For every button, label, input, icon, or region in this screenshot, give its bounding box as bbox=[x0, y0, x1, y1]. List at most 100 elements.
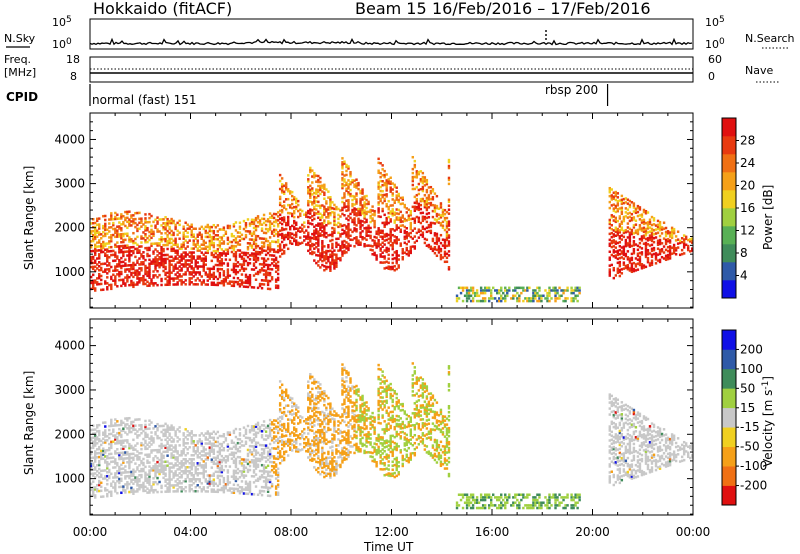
power-cell bbox=[200, 247, 203, 250]
velocity-cell bbox=[98, 475, 101, 479]
power-cell bbox=[182, 243, 185, 246]
velocity-cell bbox=[230, 475, 234, 478]
power-cell bbox=[429, 229, 433, 233]
power-cell bbox=[347, 165, 350, 168]
power-cell bbox=[680, 240, 684, 244]
power-cell bbox=[162, 237, 165, 241]
power-cell bbox=[188, 279, 191, 282]
velocity-cell bbox=[108, 476, 111, 480]
power-cell bbox=[496, 289, 499, 292]
velocity-cell bbox=[198, 440, 201, 443]
power-cell bbox=[124, 246, 127, 250]
velocity-cell bbox=[204, 432, 207, 435]
velocity-cell bbox=[184, 454, 187, 457]
power-cell bbox=[377, 229, 380, 232]
power-cell bbox=[670, 236, 674, 240]
velocity-cell bbox=[196, 440, 199, 443]
power-cell bbox=[116, 217, 119, 221]
velocity-cell bbox=[240, 462, 244, 465]
power-cell bbox=[612, 195, 616, 198]
power-cell bbox=[411, 171, 415, 175]
power-cell bbox=[622, 261, 626, 264]
power-cell bbox=[381, 251, 384, 254]
velocity-cell bbox=[112, 466, 115, 469]
velocity-cell bbox=[204, 464, 207, 467]
velocity-cell bbox=[144, 475, 147, 479]
velocity-cell bbox=[146, 447, 149, 450]
velocity-cell bbox=[126, 457, 129, 460]
power-cell bbox=[305, 237, 308, 240]
power-cell bbox=[130, 281, 133, 285]
power-cell bbox=[381, 168, 384, 171]
power-cell bbox=[409, 249, 412, 253]
power-cell bbox=[526, 297, 529, 300]
velocity-cell bbox=[100, 455, 103, 459]
power-cell bbox=[319, 232, 322, 235]
velocity-cell bbox=[202, 488, 205, 491]
power-cell bbox=[395, 240, 398, 243]
power-cell bbox=[367, 226, 370, 229]
velocity-cell bbox=[192, 454, 195, 457]
power-cell bbox=[252, 220, 256, 224]
power-cell bbox=[447, 222, 451, 225]
power-cell bbox=[359, 191, 362, 195]
power-cell bbox=[323, 193, 326, 197]
power-cell bbox=[232, 246, 236, 250]
y-tick-label: 3000 bbox=[54, 177, 85, 191]
power-cell bbox=[148, 258, 151, 262]
power-cell bbox=[313, 243, 316, 246]
velocity-cell bbox=[240, 444, 244, 447]
power-cell bbox=[140, 255, 143, 258]
velocity-cell bbox=[152, 467, 155, 470]
power-cell bbox=[236, 235, 240, 238]
velocity-cell bbox=[250, 451, 254, 454]
velocity-cell bbox=[158, 470, 161, 474]
velocity-cell bbox=[186, 442, 189, 445]
power-cell bbox=[142, 276, 145, 280]
velocity-cell bbox=[168, 448, 171, 451]
power-cell bbox=[321, 259, 324, 263]
power-cell bbox=[264, 271, 268, 274]
power-cell bbox=[385, 173, 388, 176]
power-cell bbox=[393, 211, 396, 214]
power-cell bbox=[280, 234, 284, 238]
power-cell bbox=[375, 244, 378, 247]
power-cell bbox=[608, 226, 611, 230]
power-cell bbox=[634, 243, 638, 246]
power-cell bbox=[252, 252, 256, 255]
power-cell bbox=[353, 183, 356, 186]
power-cell bbox=[676, 242, 680, 245]
power-cell bbox=[136, 249, 139, 252]
power-cell bbox=[622, 217, 626, 221]
power-cell bbox=[415, 172, 419, 175]
velocity-cell bbox=[190, 454, 193, 457]
power-cell bbox=[196, 257, 199, 260]
velocity-cell bbox=[194, 485, 197, 489]
power-cell bbox=[120, 284, 123, 288]
power-cell bbox=[556, 297, 559, 300]
power-cell bbox=[262, 213, 266, 217]
power-cell bbox=[146, 248, 149, 252]
power-cell bbox=[323, 231, 326, 234]
power-cell bbox=[140, 261, 143, 264]
velocity-cell bbox=[136, 456, 139, 459]
power-cell bbox=[160, 247, 163, 251]
power-cell bbox=[614, 240, 618, 243]
power-cell bbox=[321, 253, 324, 257]
velocity-cell bbox=[196, 472, 199, 475]
power-cell bbox=[397, 258, 400, 261]
velocity-cell bbox=[218, 468, 222, 472]
power-cell bbox=[650, 249, 654, 253]
power-cell bbox=[395, 236, 398, 239]
velocity-cell bbox=[208, 454, 211, 457]
power-cell bbox=[232, 270, 236, 274]
power-cell bbox=[112, 249, 115, 253]
power-cell bbox=[359, 197, 362, 201]
power-cell bbox=[343, 229, 346, 233]
velocity-cell bbox=[104, 455, 107, 458]
power-cell bbox=[126, 268, 129, 271]
power-cell bbox=[108, 240, 111, 243]
power-cell bbox=[240, 283, 244, 286]
power-cell bbox=[188, 239, 191, 242]
power-cell bbox=[630, 244, 634, 248]
